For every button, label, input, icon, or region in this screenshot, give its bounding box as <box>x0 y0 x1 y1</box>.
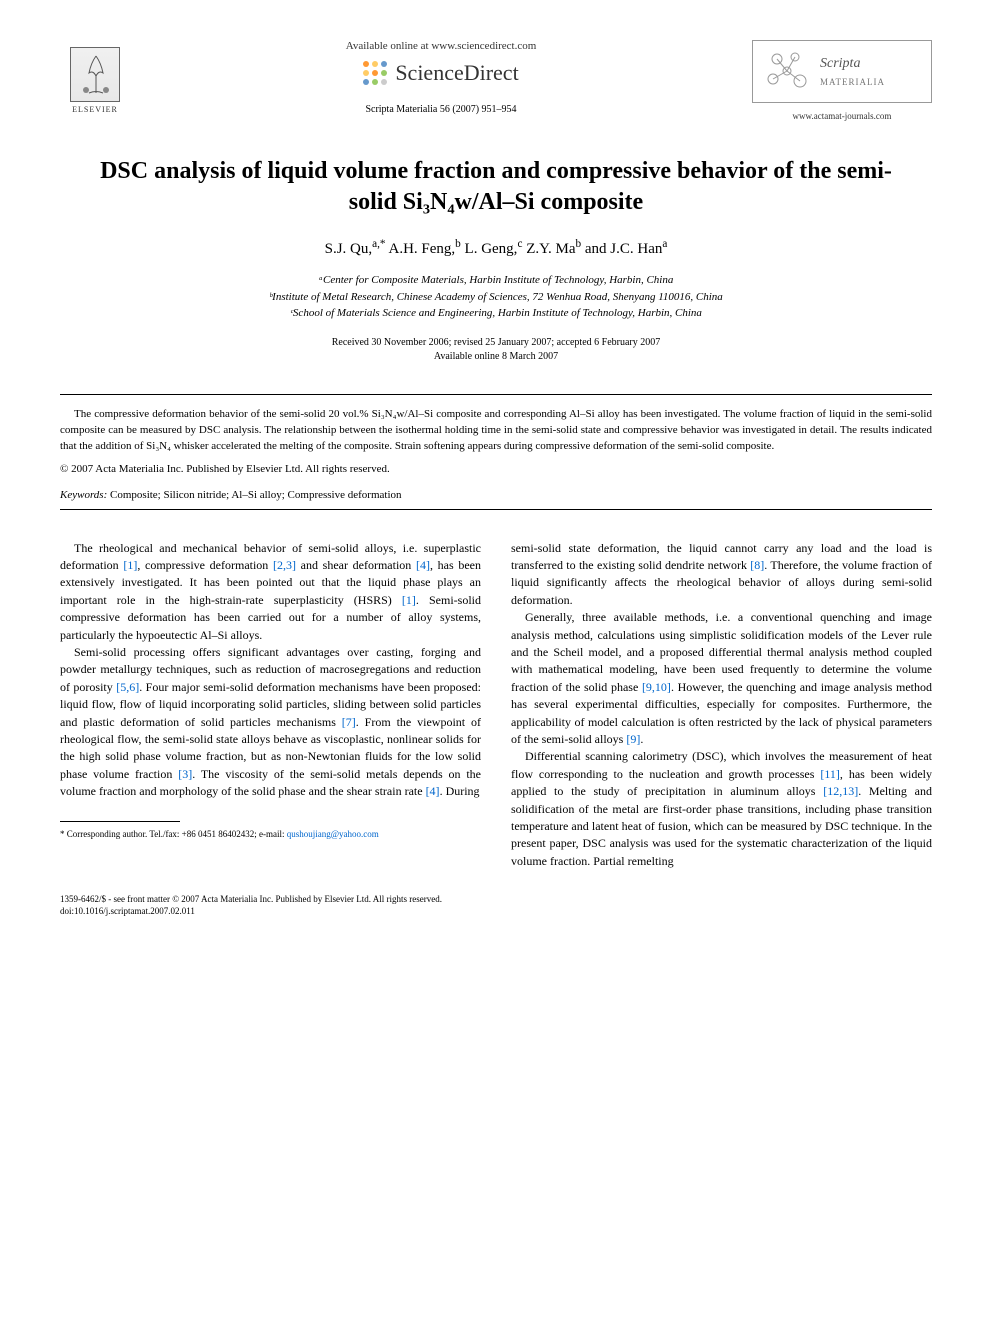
journal-url: www.actamat-journals.com <box>793 111 892 121</box>
ref-link[interactable]: [7] <box>342 715 356 729</box>
ref-link[interactable]: [3] <box>178 767 192 781</box>
corresponding-author-footnote: * Corresponding author. Tel./fax: +86 04… <box>60 828 481 841</box>
header-row: ELSEVIER Available online at www.science… <box>60 40 932 121</box>
sciencedirect-dots-icon <box>363 61 387 85</box>
sciencedirect-text: ScienceDirect <box>395 60 518 86</box>
ref-link[interactable]: [12,13] <box>823 784 858 798</box>
keywords-line: Keywords: Composite; Silicon nitride; Al… <box>60 489 932 501</box>
dates-received: Received 30 November 2006; revised 25 Ja… <box>60 336 932 350</box>
journal-name-italic: Scripta <box>820 56 860 71</box>
footnote-divider <box>60 821 180 822</box>
footer-block: 1359-6462/$ - see front matter © 2007 Ac… <box>60 894 932 917</box>
ref-link[interactable]: [11] <box>820 767 840 781</box>
elsevier-label: ELSEVIER <box>72 105 118 114</box>
ref-link[interactable]: [8] <box>750 558 764 572</box>
ref-link[interactable]: [1] <box>402 593 416 607</box>
keywords-text: Composite; Silicon nitride; Al–Si alloy;… <box>107 489 401 501</box>
journal-logo-block: Scripta MATERIALIA www.actamat-journals.… <box>752 40 932 121</box>
copyright-text: © 2007 Acta Materialia Inc. Published by… <box>60 463 932 475</box>
footer-copyright: 1359-6462/$ - see front matter © 2007 Ac… <box>60 894 932 906</box>
ref-link[interactable]: [2,3] <box>273 558 296 572</box>
journal-name: Scripta MATERIALIA <box>820 54 919 90</box>
journal-graphic-icon <box>765 49 810 94</box>
available-online-text: Available online at www.sciencedirect.co… <box>346 40 537 52</box>
abstract-text: The compressive deformation behavior of … <box>60 407 932 455</box>
elsevier-tree-icon <box>70 47 120 102</box>
footer-doi: doi:10.1016/j.scriptamat.2007.02.011 <box>60 906 932 918</box>
ref-link[interactable]: [4] <box>426 784 440 798</box>
body-para-5: Differential scanning calorimetry (DSC),… <box>511 748 932 870</box>
elsevier-logo: ELSEVIER <box>60 40 130 120</box>
column-right: semi-solid state deformation, the liquid… <box>511 540 932 870</box>
divider-top <box>60 394 932 395</box>
authors-line: S.J. Qu,a,* A.H. Feng,b L. Geng,c Z.Y. M… <box>60 238 932 258</box>
sciencedirect-logo: ScienceDirect <box>363 60 518 86</box>
body-para-2: Semi-solid processing offers significant… <box>60 644 481 801</box>
dates-block: Received 30 November 2006; revised 25 Ja… <box>60 336 932 364</box>
divider-bottom <box>60 509 932 510</box>
ref-link[interactable]: [9] <box>626 732 640 746</box>
body-para-4: Generally, three available methods, i.e.… <box>511 609 932 748</box>
journal-box: Scripta MATERIALIA <box>752 40 932 103</box>
body-columns: The rheological and mechanical behavior … <box>60 540 932 870</box>
column-left: The rheological and mechanical behavior … <box>60 540 481 870</box>
ref-link[interactable]: [4] <box>416 558 430 572</box>
ref-link[interactable]: [1] <box>123 558 137 572</box>
keywords-label: Keywords: <box>60 489 107 501</box>
dates-online: Available online 8 March 2007 <box>60 350 932 364</box>
email-link[interactable]: qushoujiang@yahoo.com <box>287 829 379 839</box>
ref-link[interactable]: [5,6] <box>116 680 139 694</box>
citation-text: Scripta Materialia 56 (2007) 951–954 <box>365 104 516 115</box>
article-title: DSC analysis of liquid volume fraction a… <box>100 156 892 218</box>
affiliations-block: ᵃCenter for Composite Materials, Harbin … <box>60 272 932 322</box>
ref-link[interactable]: [9,10] <box>642 680 671 694</box>
body-para-1: The rheological and mechanical behavior … <box>60 540 481 644</box>
body-para-3: semi-solid state deformation, the liquid… <box>511 540 932 610</box>
journal-name-caps: MATERIALIA <box>820 77 885 87</box>
center-header: Available online at www.sciencedirect.co… <box>130 40 752 115</box>
